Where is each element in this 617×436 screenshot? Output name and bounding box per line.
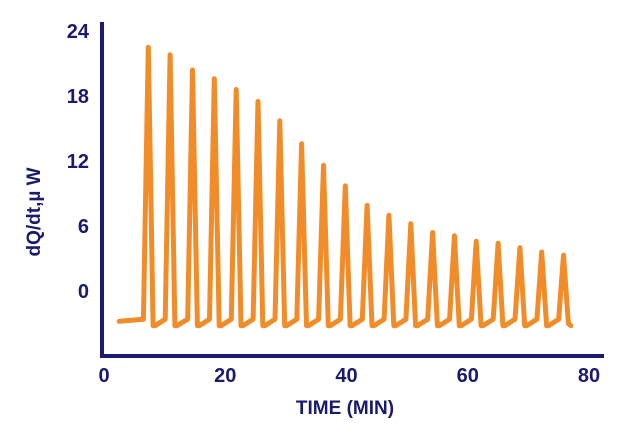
data-layer (116, 44, 574, 329)
y-tick-label: 6 (78, 216, 89, 238)
y-axis-title: dQ/dt,µ W (24, 167, 45, 256)
x-tick-label: 60 (457, 365, 479, 387)
x-tick-label: 20 (214, 365, 236, 387)
x-tick-label: 0 (98, 365, 109, 387)
series-line (116, 44, 574, 329)
x-axis-title: TIME (MIN) (296, 398, 394, 419)
y-tick-label: 12 (67, 151, 89, 173)
y-tick-label: 18 (67, 86, 89, 108)
y-tick-label: 0 (78, 281, 89, 303)
x-tick-labels: 0 20 40 60 80 (98, 365, 600, 387)
y-tick-label: 24 (67, 21, 90, 43)
x-tick-label: 80 (578, 365, 600, 387)
x-tick-label: 40 (335, 365, 357, 387)
y-tick-labels: 0 6 12 18 24 (67, 21, 90, 303)
